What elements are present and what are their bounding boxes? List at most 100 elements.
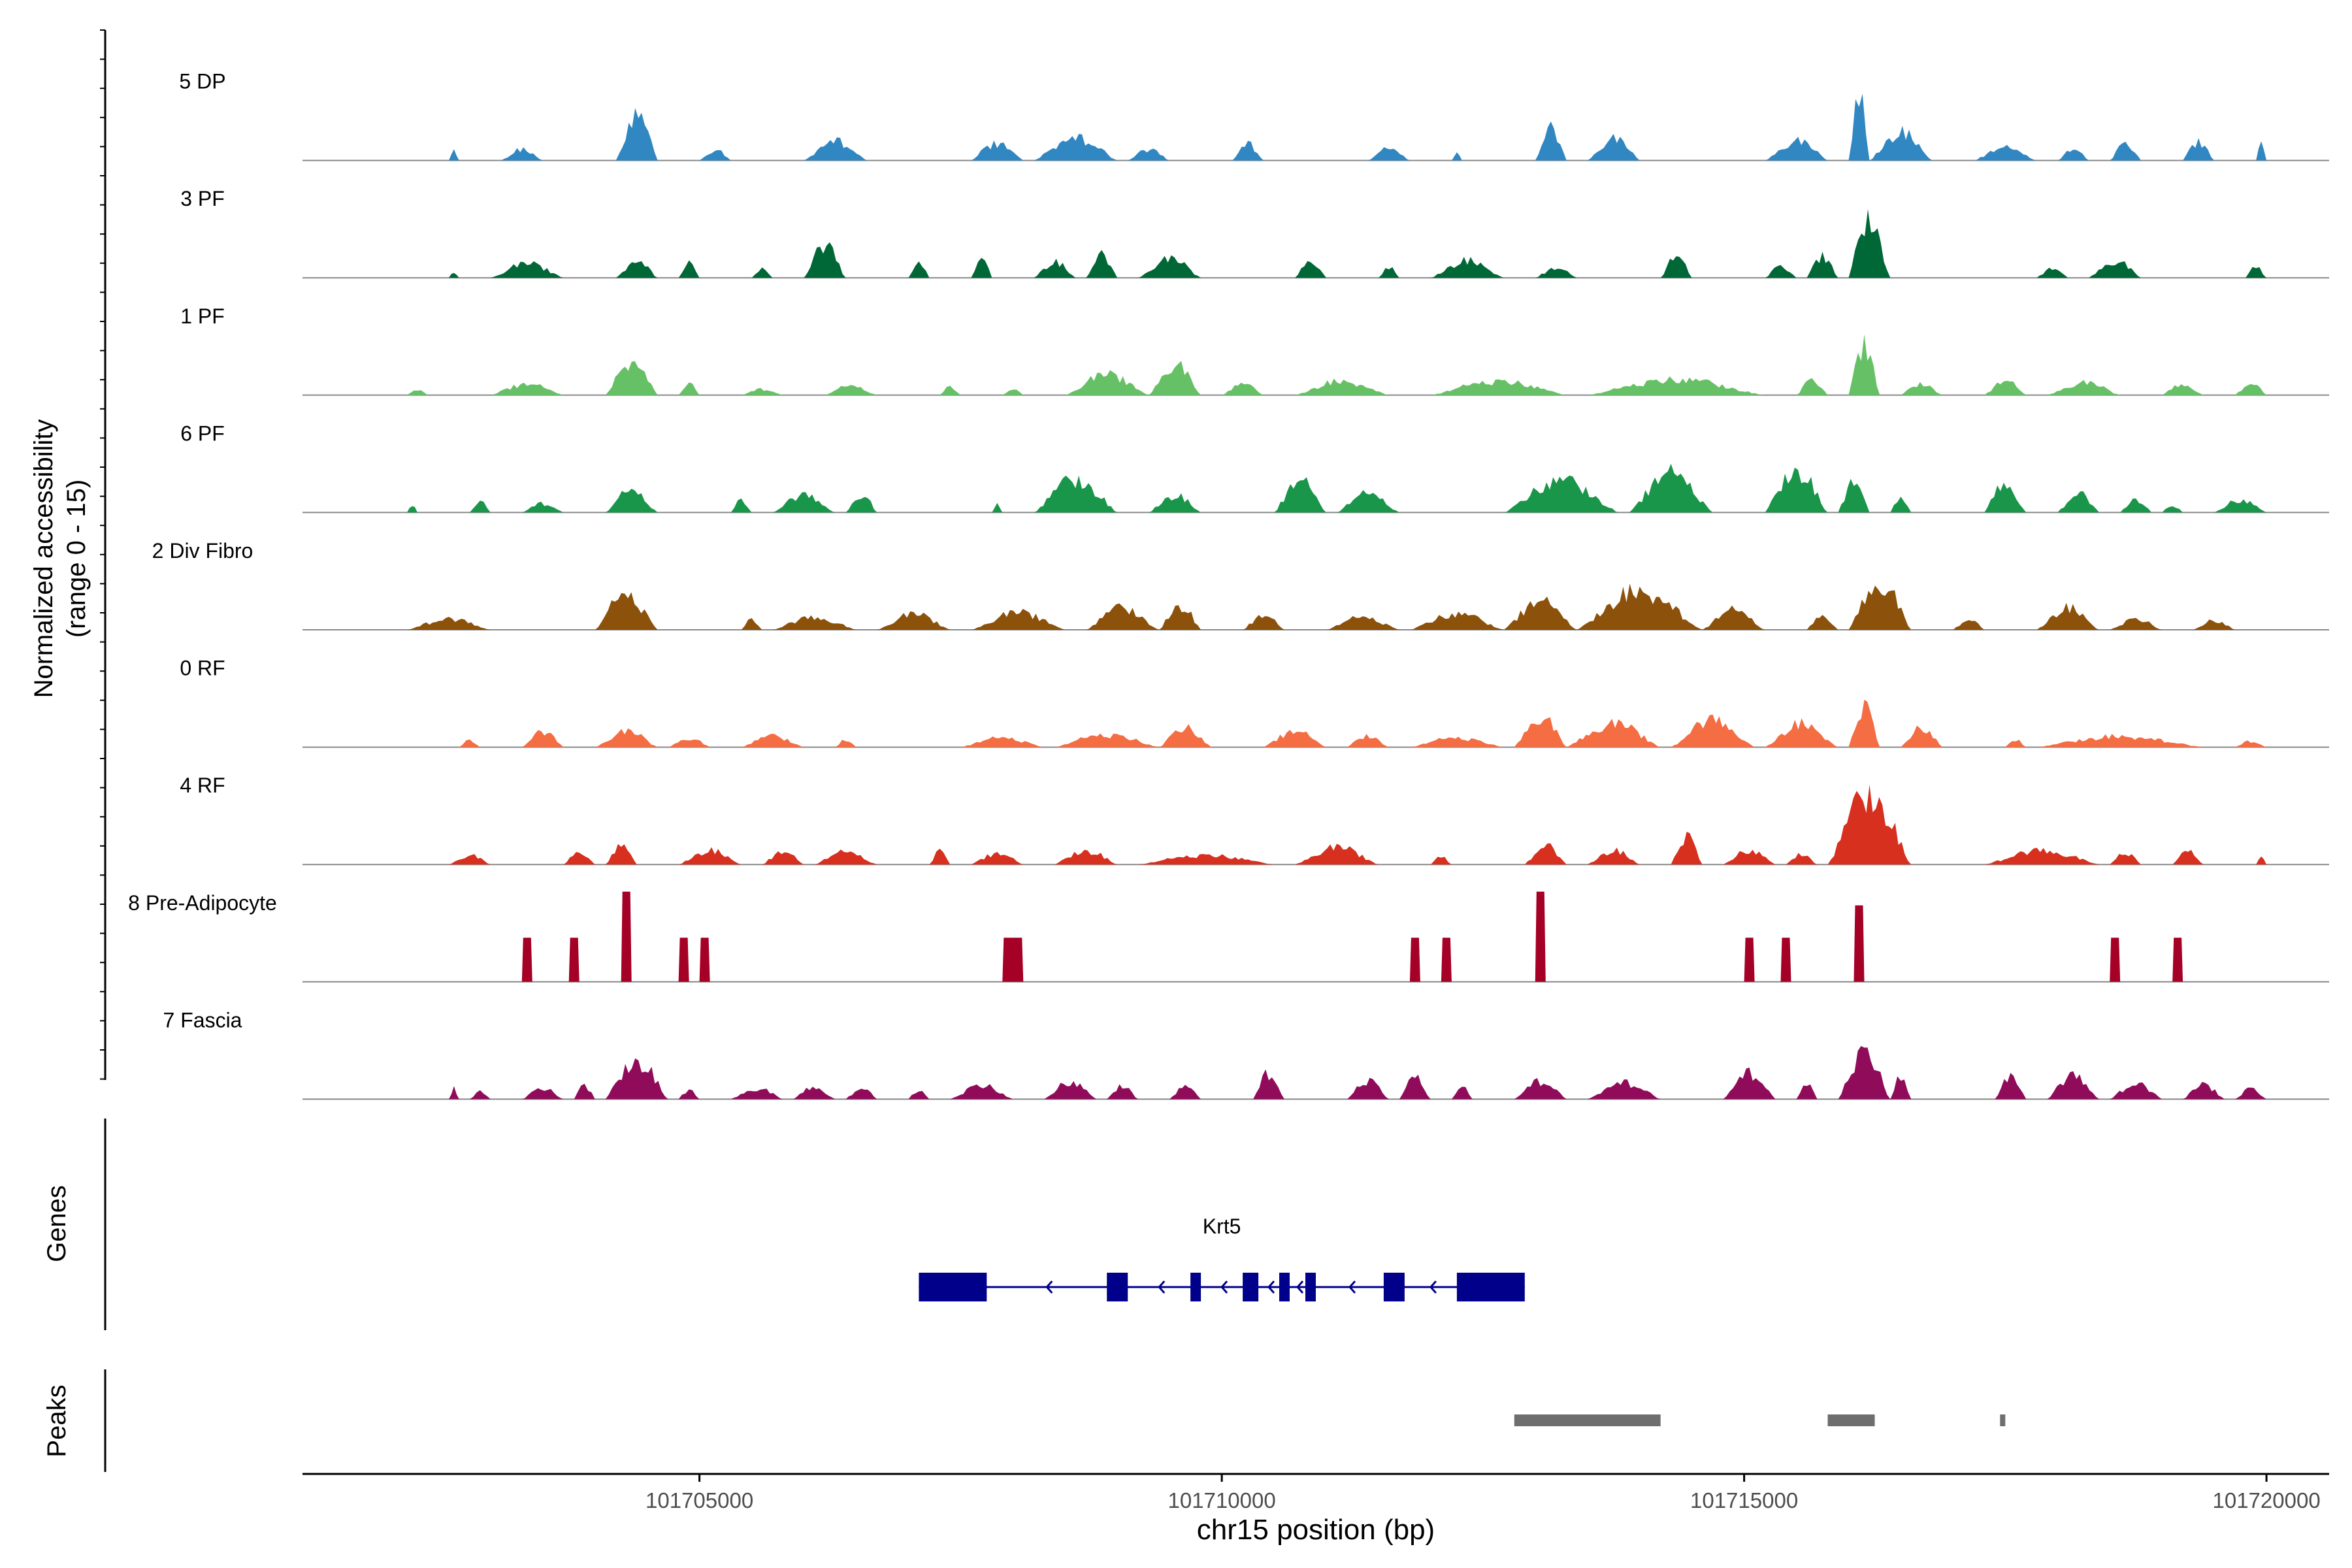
gene-exon-7 <box>1383 1273 1405 1301</box>
coverage-peak <box>2120 498 2152 513</box>
coverage-peak <box>406 390 428 395</box>
coverage-peak <box>1890 497 1912 513</box>
coverage-peak <box>2047 1071 2100 1100</box>
coverage-peak <box>1441 938 1452 982</box>
coverage-peak <box>668 740 710 747</box>
peak-region-3 <box>2000 1414 2006 1426</box>
coverage-peak <box>2256 856 2267 865</box>
coverage-peak <box>1535 122 1567 161</box>
coverage-peak <box>459 739 480 747</box>
coverage-peak <box>741 734 804 747</box>
x-tick-label: 101715000 <box>1690 1488 1798 1512</box>
peak-region-2 <box>1827 1414 1875 1426</box>
coverage-peak <box>2235 740 2267 747</box>
track-label: 4 RF <box>180 774 225 797</box>
y-axis-label-line2: (range 0 - 15) <box>62 480 91 638</box>
strand-arrow <box>1045 1281 1053 1294</box>
coverage-peak <box>1295 843 1379 865</box>
coverage-peak <box>1044 1081 1097 1100</box>
coverage-peak <box>804 242 846 278</box>
x-tick-label: 101720000 <box>2213 1488 2321 1512</box>
coverage-peak <box>2235 384 2267 395</box>
coverage-peak <box>490 261 564 278</box>
coverage-peak <box>1848 700 1880 747</box>
coverage-peak <box>1765 265 1797 278</box>
track-2-div-fibro: 2 Div Fibro <box>152 539 2329 630</box>
coverage-peak <box>1274 477 1326 513</box>
coverage-peak <box>605 1058 668 1100</box>
coverage-peak <box>2057 491 2100 513</box>
coverage-peak <box>678 382 700 395</box>
coverage-peak <box>1974 144 2037 161</box>
coverage-peak <box>950 1084 1013 1100</box>
coverage-peak <box>1253 1069 1284 1100</box>
track-label: 1 PF <box>180 304 225 328</box>
coverage-peak <box>1367 147 1410 161</box>
coverage-peak <box>1409 938 1420 982</box>
coverage-peak <box>1744 938 1755 982</box>
coverage-peak <box>1503 475 1619 513</box>
coverage-peak <box>615 261 658 278</box>
coverage-peak <box>2235 1087 2267 1100</box>
coverage-peak <box>1854 905 1865 982</box>
gene-name-label: Krt5 <box>1203 1215 1241 1238</box>
strand-arrow <box>1220 1281 1228 1294</box>
coverage-peak <box>1451 1086 1473 1100</box>
coverage-peak <box>1222 382 1264 395</box>
coverage-peak <box>490 382 564 395</box>
coverage-peak <box>1295 378 1389 395</box>
track-0-rf: 0 RF <box>180 657 2329 748</box>
coverage-peak <box>521 1088 564 1100</box>
coverage-peak <box>1848 209 1891 278</box>
coverage-peak <box>1780 938 1791 982</box>
coverage-peak <box>595 728 658 747</box>
coverage-peak <box>1984 380 2027 395</box>
track-4-rf: 4 RF <box>180 774 2329 866</box>
coverage-peak <box>1566 719 1661 747</box>
coverage-peak <box>1587 376 1765 395</box>
coverage-peak <box>1848 334 1880 395</box>
coverage-peak <box>1430 257 1504 278</box>
coverage-peak <box>469 500 491 513</box>
coverage-peak <box>1054 849 1118 865</box>
coverage-peak <box>1243 615 1284 630</box>
coverage-peak <box>2172 938 2183 982</box>
coverage-peak <box>2193 619 2236 630</box>
coverage-peak <box>1953 620 1985 630</box>
coverage-peak <box>1503 596 1577 630</box>
coverage-peak <box>1430 379 1567 395</box>
coverage-peak <box>751 267 773 278</box>
coverage-peak <box>2089 261 2142 278</box>
coverage-peak <box>1514 1078 1567 1100</box>
coverage-peak <box>1827 784 1912 865</box>
track-3-pf: 3 PF <box>180 187 2329 279</box>
coverage-peak <box>971 140 1024 161</box>
coverage-peak <box>1399 1074 1431 1100</box>
coverage-peak <box>960 736 1045 747</box>
track-label: 7 Fascia <box>163 1008 242 1032</box>
coverage-peak <box>804 137 867 161</box>
coverage-peak <box>2256 141 2267 161</box>
coverage-peak <box>2246 267 2267 278</box>
coverage-peak <box>500 147 543 161</box>
coverage-peak <box>2057 150 2089 161</box>
coverage-peak <box>448 272 459 278</box>
coverage-peak <box>1984 482 2027 513</box>
coverage-peak <box>1671 714 1755 747</box>
coverage-peak <box>1034 475 1118 513</box>
x-tick-label: 101705000 <box>645 1488 753 1512</box>
coverage-peak <box>1901 382 1943 395</box>
coverage-peak <box>1169 1085 1201 1100</box>
coverage-peak <box>2162 506 2183 513</box>
gene-exon-6 <box>1305 1273 1316 1301</box>
coverage-peak <box>699 938 710 982</box>
coverage-peak <box>563 852 595 865</box>
coverage-peak <box>1765 718 1838 747</box>
y-axis-ticks <box>100 29 105 1080</box>
gene-exon-1 <box>919 1273 987 1301</box>
gene-exon-5 <box>1279 1273 1290 1301</box>
track-label: 5 DP <box>179 70 225 93</box>
track-label: 6 PF <box>180 421 225 445</box>
gene-exon-4 <box>1243 1273 1259 1301</box>
coverage-peak <box>1086 250 1118 278</box>
